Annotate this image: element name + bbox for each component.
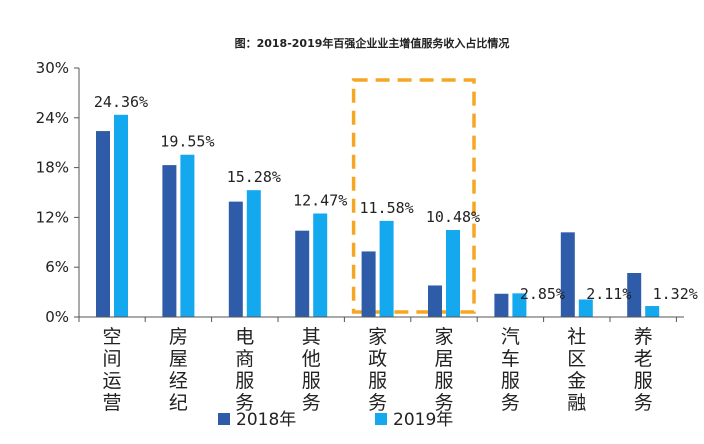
bar-2019-2 <box>180 154 195 317</box>
category-label: 房屋经纪 <box>169 326 188 414</box>
category-label: 家政服务 <box>368 326 387 414</box>
y-tick-label: 12% <box>36 208 69 226</box>
bar-2019-1 <box>114 114 128 317</box>
category-label: 家居服务 <box>434 326 453 414</box>
data-label: 19.55% <box>160 133 214 151</box>
bar-2018-4 <box>295 230 310 317</box>
bar-2018-7 <box>494 293 509 317</box>
y-tick-label: 24% <box>36 109 69 127</box>
data-label: 12.47% <box>293 191 347 209</box>
category-label: 其他服务 <box>302 326 321 414</box>
bar-2018-6 <box>428 285 442 317</box>
data-label: 24.36% <box>94 93 148 111</box>
category-label: 社区金融 <box>567 326 586 414</box>
legend-label: 2018年 <box>236 410 296 430</box>
bar-2018-1 <box>96 131 110 317</box>
category-label: 汽车服务 <box>501 326 520 414</box>
legend-label: 2019年 <box>393 410 453 430</box>
category-label: 空间运营 <box>102 326 121 414</box>
chart-title: 图：2018-2019年百强企业业主增值服务收入占比情况 <box>235 36 510 50</box>
legend-swatch <box>218 413 230 425</box>
bar-2019-6 <box>446 230 460 317</box>
bar-2019-8 <box>578 299 593 317</box>
bar-2018-3 <box>228 201 243 317</box>
bar-2018-8 <box>560 232 575 317</box>
bar-2019-7 <box>512 293 527 317</box>
y-tick-label: 18% <box>36 159 69 177</box>
legend: 2018年 2019年 <box>218 410 453 430</box>
data-labels: 24.36% 19.55% 15.28% 12.47% 11.58% 10.48% 2.85… <box>94 93 698 303</box>
bar-2019-9 <box>645 306 660 317</box>
category-labels: 空间运营 房屋经纪 电商服务 其他服务 家政服务 家居服务 汽车服务 社区金融 养老服务 <box>102 326 652 414</box>
data-label: 1.32% <box>653 285 698 303</box>
data-label: 2.11% <box>586 285 631 303</box>
category-label: 电商服务 <box>235 326 254 414</box>
y-tick-label: 0% <box>45 308 69 326</box>
data-label: 10.48% <box>426 208 480 226</box>
bar-2019-4 <box>313 213 328 317</box>
bar-2019-3 <box>246 190 261 317</box>
y-tick-labels: 0% 6% 12% 18% 24% 30% <box>36 59 69 326</box>
bar-2019-5 <box>379 220 394 317</box>
y-tick-label: 30% <box>36 59 69 77</box>
legend-swatch <box>375 413 387 425</box>
bar-2018-9 <box>627 273 642 317</box>
data-label: 15.28% <box>227 168 281 186</box>
data-label: 2.85% <box>520 285 565 303</box>
y-tick-label: 6% <box>45 258 69 276</box>
bar-2018-5 <box>361 251 376 317</box>
bar-2018-2 <box>162 165 177 317</box>
data-label: 11.58% <box>360 199 414 217</box>
bars-group <box>96 114 660 317</box>
category-label: 养老服务 <box>634 326 653 414</box>
axes <box>74 67 684 322</box>
